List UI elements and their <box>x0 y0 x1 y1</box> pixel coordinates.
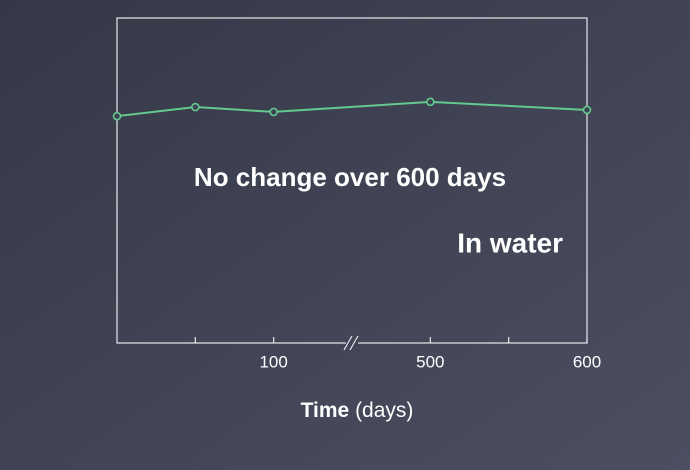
x-tick-label: 500 <box>416 352 444 371</box>
x-tick-label: 600 <box>573 352 601 371</box>
axis-break <box>343 335 353 351</box>
series-label: In water <box>457 227 563 258</box>
axis-break <box>349 335 359 351</box>
x-axis-unit: (days) <box>355 399 413 422</box>
data-point <box>269 107 278 117</box>
x-axis-label: Time <box>301 399 350 422</box>
data-point <box>191 102 200 112</box>
annotation: No change over 600 days <box>194 162 506 192</box>
x-tick-label: 100 <box>259 352 287 371</box>
data-point <box>112 111 122 121</box>
x-axis-title: Time (days) <box>301 399 414 422</box>
data-point <box>426 97 435 107</box>
axis-break-gap <box>346 340 358 346</box>
data-point <box>582 105 592 115</box>
